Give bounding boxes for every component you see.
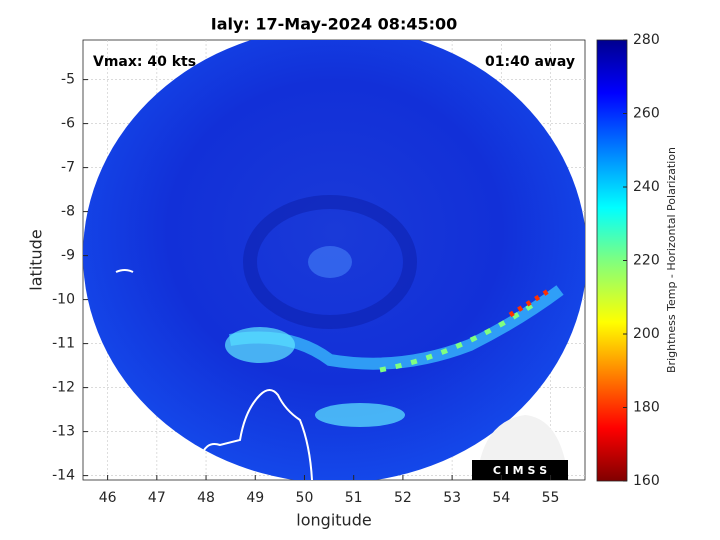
convection [315,403,405,427]
x-axis-label: longitude [296,511,371,530]
x-tick-label: 47 [148,490,166,506]
y-tick-label: -13 [52,424,75,440]
y-tick-label: -11 [52,336,75,352]
x-tick-label: 52 [394,490,412,506]
y-tick-label: -7 [61,160,75,176]
colorbar-tick-label: 200 [633,326,660,342]
eye-wall [243,195,417,329]
x-tick-label: 48 [197,490,215,506]
colorbar-tick-label: 180 [633,400,660,416]
y-tick-label: -8 [61,204,75,220]
y-tick-label: -12 [52,380,75,396]
y-tick-label: -6 [61,116,75,132]
coastline [115,269,134,273]
x-tick-label: 54 [492,490,510,506]
x-tick-label: 53 [443,490,461,506]
colorbar-tick-label: 260 [633,106,660,122]
y-tick-label: -5 [61,72,75,88]
colorbar-tick-label: 220 [633,253,660,269]
x-tick-label: 49 [246,490,264,506]
colorbar [596,39,628,482]
x-tick-label: 46 [99,490,117,506]
x-tick-label: 51 [345,490,363,506]
y-tick-label: -10 [52,292,75,308]
x-tick-label: 50 [296,490,314,506]
logo: C I M S S [472,415,568,480]
annotation: 01:40 away [485,54,575,70]
logo-dome [480,415,565,460]
rain-band-peak [508,287,552,318]
coastline [199,389,313,480]
image [83,40,585,480]
y-tick-label: -14 [52,468,75,484]
eye [308,246,352,278]
colorbar-label: Brightness Temp - Horizontal Polarizatio… [665,147,678,373]
colorbar-tick-label: 280 [633,32,660,48]
x-tick-label: 55 [542,490,560,506]
colorbar-tick-label: 240 [633,179,660,195]
y-tick-label: -9 [61,248,75,264]
convection [225,327,295,363]
chart-title: Ialy: 17-May-2024 08:45:00 [211,15,458,34]
colorbar-tick-label: 160 [633,473,660,489]
logo-text: C I M S S [493,464,547,477]
rain-band-core [379,297,542,373]
annotation: Vmax: 40 kts [93,54,196,70]
y-axis-label: latitude [27,229,46,290]
logo-bar [472,460,568,480]
